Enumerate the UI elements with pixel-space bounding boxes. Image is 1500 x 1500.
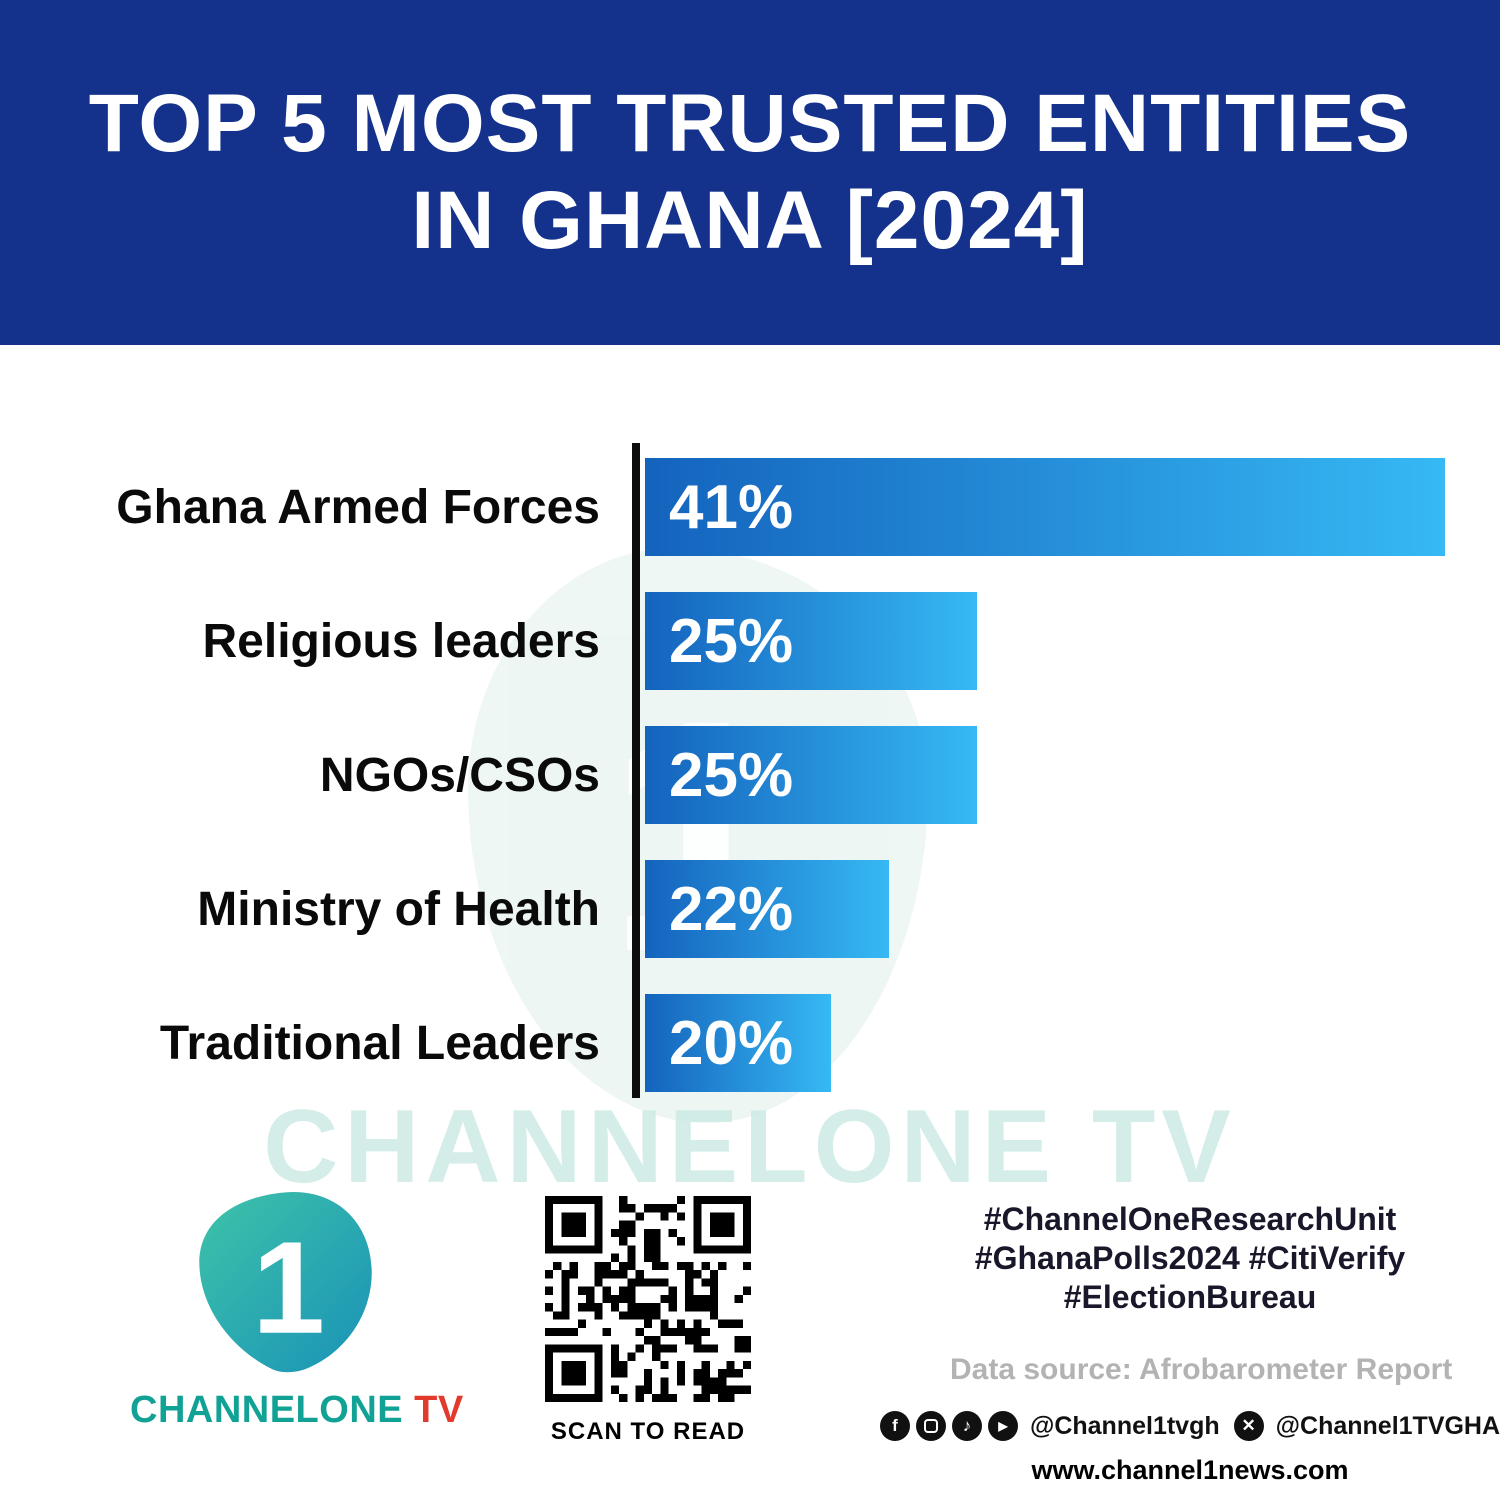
chart-row: Ministry of Health 22% (0, 860, 1500, 958)
chart-row: Traditional Leaders 20% (0, 994, 1500, 1092)
chart-row: Ghana Armed Forces 41% (0, 458, 1500, 556)
social-handle-2: @Channel1TVGHA (1275, 1411, 1500, 1440)
wordmark-tv: TV (403, 1389, 464, 1431)
category-label: Religious leaders (202, 614, 600, 668)
bar: 20% (645, 994, 831, 1092)
tiktok-icon: ♪ (951, 1411, 982, 1442)
category-label: Ministry of Health (197, 882, 600, 936)
bar-chart: Ghana Armed Forces 41% Religious leaders… (0, 458, 1500, 1092)
bar: 25% (645, 726, 977, 824)
page-title-line-1: TOP 5 MOST TRUSTED ENTITIES (88, 77, 1412, 169)
qr-caption: SCAN TO READ (550, 1418, 746, 1445)
social-row: f ♪ ▶ @Channel1tvgh ✕ @Channel1TVGHA (879, 1411, 1500, 1442)
youtube-icon: ▶ (987, 1411, 1018, 1442)
website-url: www.channel1news.com (1031, 1455, 1349, 1486)
channel-one-logo-block: 1 CHANNELONE TV (130, 1178, 463, 1432)
bar-value-label: 25% (669, 740, 794, 810)
social-handle-1: @Channel1tvgh (1029, 1411, 1220, 1440)
qr-block: SCAN TO READ (545, 1196, 751, 1446)
instagram-icon (915, 1411, 946, 1442)
x-icon: ✕ (1233, 1411, 1264, 1442)
bar-value-label: 25% (669, 606, 794, 676)
channel-one-text-watermark: CHANNELONE TV (263, 1089, 1237, 1205)
channel-one-wordmark: CHANNELONE TV (130, 1389, 463, 1432)
bar: 41% (645, 458, 1445, 556)
channel-one-logo-icon: 1 (183, 1178, 388, 1383)
hashtags-line-2: #GhanaPolls2024 #CitiVerify (974, 1240, 1406, 1277)
chart-row: Religious leaders 25% (0, 592, 1500, 690)
bar-value-label: 41% (669, 472, 794, 542)
bar-value-label: 20% (669, 1008, 794, 1078)
chart-axis-line (632, 443, 640, 1098)
bar-value-label: 22% (669, 874, 794, 944)
chart-row: NGOs/CSOs 25% (0, 726, 1500, 824)
footer-info-block: #ChannelOneResearchUnit #GhanaPolls2024 … (879, 1200, 1500, 1486)
category-label: Traditional Leaders (159, 1016, 600, 1070)
category-label: NGOs/CSOs (319, 748, 600, 802)
hashtags-line-1: #ChannelOneResearchUnit (983, 1201, 1397, 1237)
facebook-icon: f (879, 1411, 910, 1442)
header-banner: TOP 5 MOST TRUSTED ENTITIES IN GHANA [20… (0, 0, 1500, 345)
hashtags-line-3: #ElectionBureau (1063, 1279, 1317, 1316)
wordmark-main: CHANNELONE (130, 1389, 404, 1431)
qr-code (545, 1196, 751, 1402)
page-title-line-2: IN GHANA [2024] (411, 174, 1089, 266)
bar: 22% (645, 860, 889, 958)
category-label: Ghana Armed Forces (116, 480, 600, 534)
data-source-label: Data source: Afrobarometer Report (950, 1353, 1453, 1387)
bar: 25% (645, 592, 977, 690)
logo-one-glyph: 1 (252, 1214, 325, 1361)
